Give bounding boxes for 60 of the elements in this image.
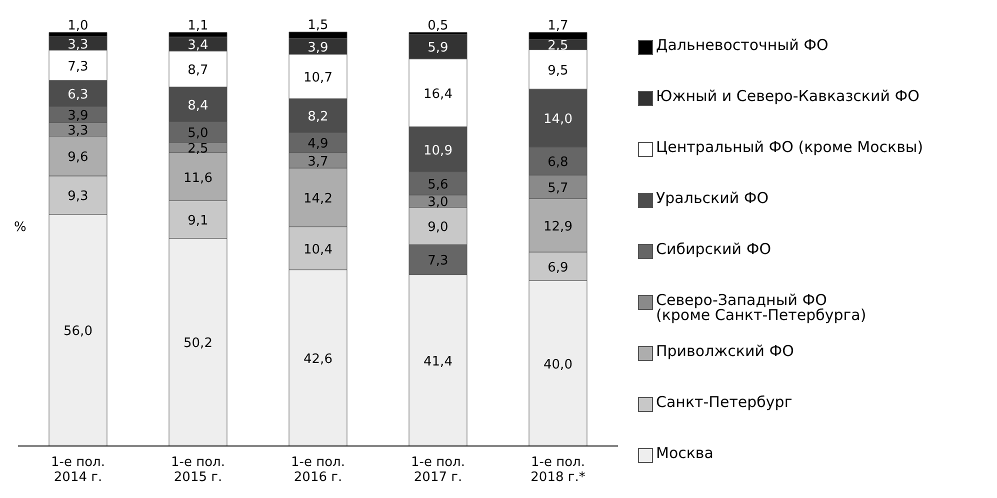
legend-label: Москва [656, 444, 714, 462]
data-label: 8,4 [188, 98, 208, 114]
data-label: 9,6 [68, 150, 88, 166]
x-tick-label: 1-е пол. 2014 г. [51, 455, 105, 485]
x-tick-label: 1-е пол. 2016 г. [291, 455, 345, 485]
data-label: 3,9 [68, 108, 88, 124]
data-label: 50,2 [184, 336, 212, 352]
data-label: 56,0 [64, 324, 92, 340]
legend-label: Сибирский ФО [656, 240, 772, 258]
data-label: 5,7 [548, 180, 568, 196]
data-label: 8,2 [308, 110, 328, 125]
data-label: 1,0 [68, 18, 88, 34]
data-label: 4,9 [308, 136, 328, 152]
data-label: 9,1 [188, 214, 208, 229]
legend-label: Санкт-Петербург [656, 393, 792, 411]
data-label: 1,5 [308, 18, 328, 33]
y-axis-title: % [14, 220, 26, 235]
data-label: 7,3 [428, 254, 448, 269]
data-label: 3,7 [308, 154, 328, 170]
legend-label: Уральский ФО [656, 189, 769, 207]
data-label: 3,3 [68, 123, 88, 138]
legend-label: Южный и Северо-Кавказский ФО [656, 87, 920, 105]
data-label: 2,5 [188, 142, 208, 157]
data-label: 10,4 [304, 242, 332, 258]
data-label: 1,1 [188, 18, 208, 34]
data-label: 5,9 [428, 40, 448, 56]
legend-label: Дальневосточный ФО [656, 36, 828, 54]
data-label: 10,7 [304, 70, 332, 86]
data-label: 10,9 [424, 143, 452, 158]
data-label: 1,7 [548, 18, 568, 34]
data-label: 2,5 [548, 38, 568, 54]
data-label: 3,3 [68, 37, 88, 52]
data-label: 42,6 [304, 352, 332, 367]
data-label: 14,0 [544, 112, 572, 128]
data-label: 8,7 [188, 63, 208, 78]
legend-label: Северо-Западный ФО (кроме Санкт-Петербурга) [656, 291, 866, 324]
x-tick-label: 1-е пол. 2015 г. [171, 455, 225, 485]
data-label: 3,0 [428, 195, 448, 210]
data-label: 40,0 [544, 357, 572, 372]
data-label: 9,3 [68, 189, 88, 204]
data-label: 0,5 [428, 18, 448, 34]
data-label: 3,4 [188, 38, 208, 53]
data-label: 6,9 [548, 260, 568, 276]
legend-label: Приволжский ФО [656, 342, 794, 360]
data-label: 12,9 [544, 219, 572, 234]
data-label: 3,9 [308, 40, 328, 56]
x-tick-label: 1-е пол. 2017 г. [411, 455, 465, 485]
data-label: 7,3 [68, 59, 88, 74]
data-label: 16,4 [424, 86, 452, 102]
data-label: 14,2 [304, 191, 332, 206]
legend-label: Центральный ФО (кроме Москвы) [656, 138, 924, 156]
data-label: 5,0 [188, 126, 208, 142]
data-label: 41,4 [424, 354, 452, 370]
data-label: 9,5 [548, 63, 568, 78]
data-label: 5,6 [428, 177, 448, 192]
data-label: 11,6 [184, 170, 212, 186]
data-label: 6,3 [68, 87, 88, 102]
data-label: 6,8 [548, 155, 568, 170]
data-label: 9,0 [428, 220, 448, 235]
x-tick-label: 1-е пол. 2018 г.* [530, 455, 586, 485]
